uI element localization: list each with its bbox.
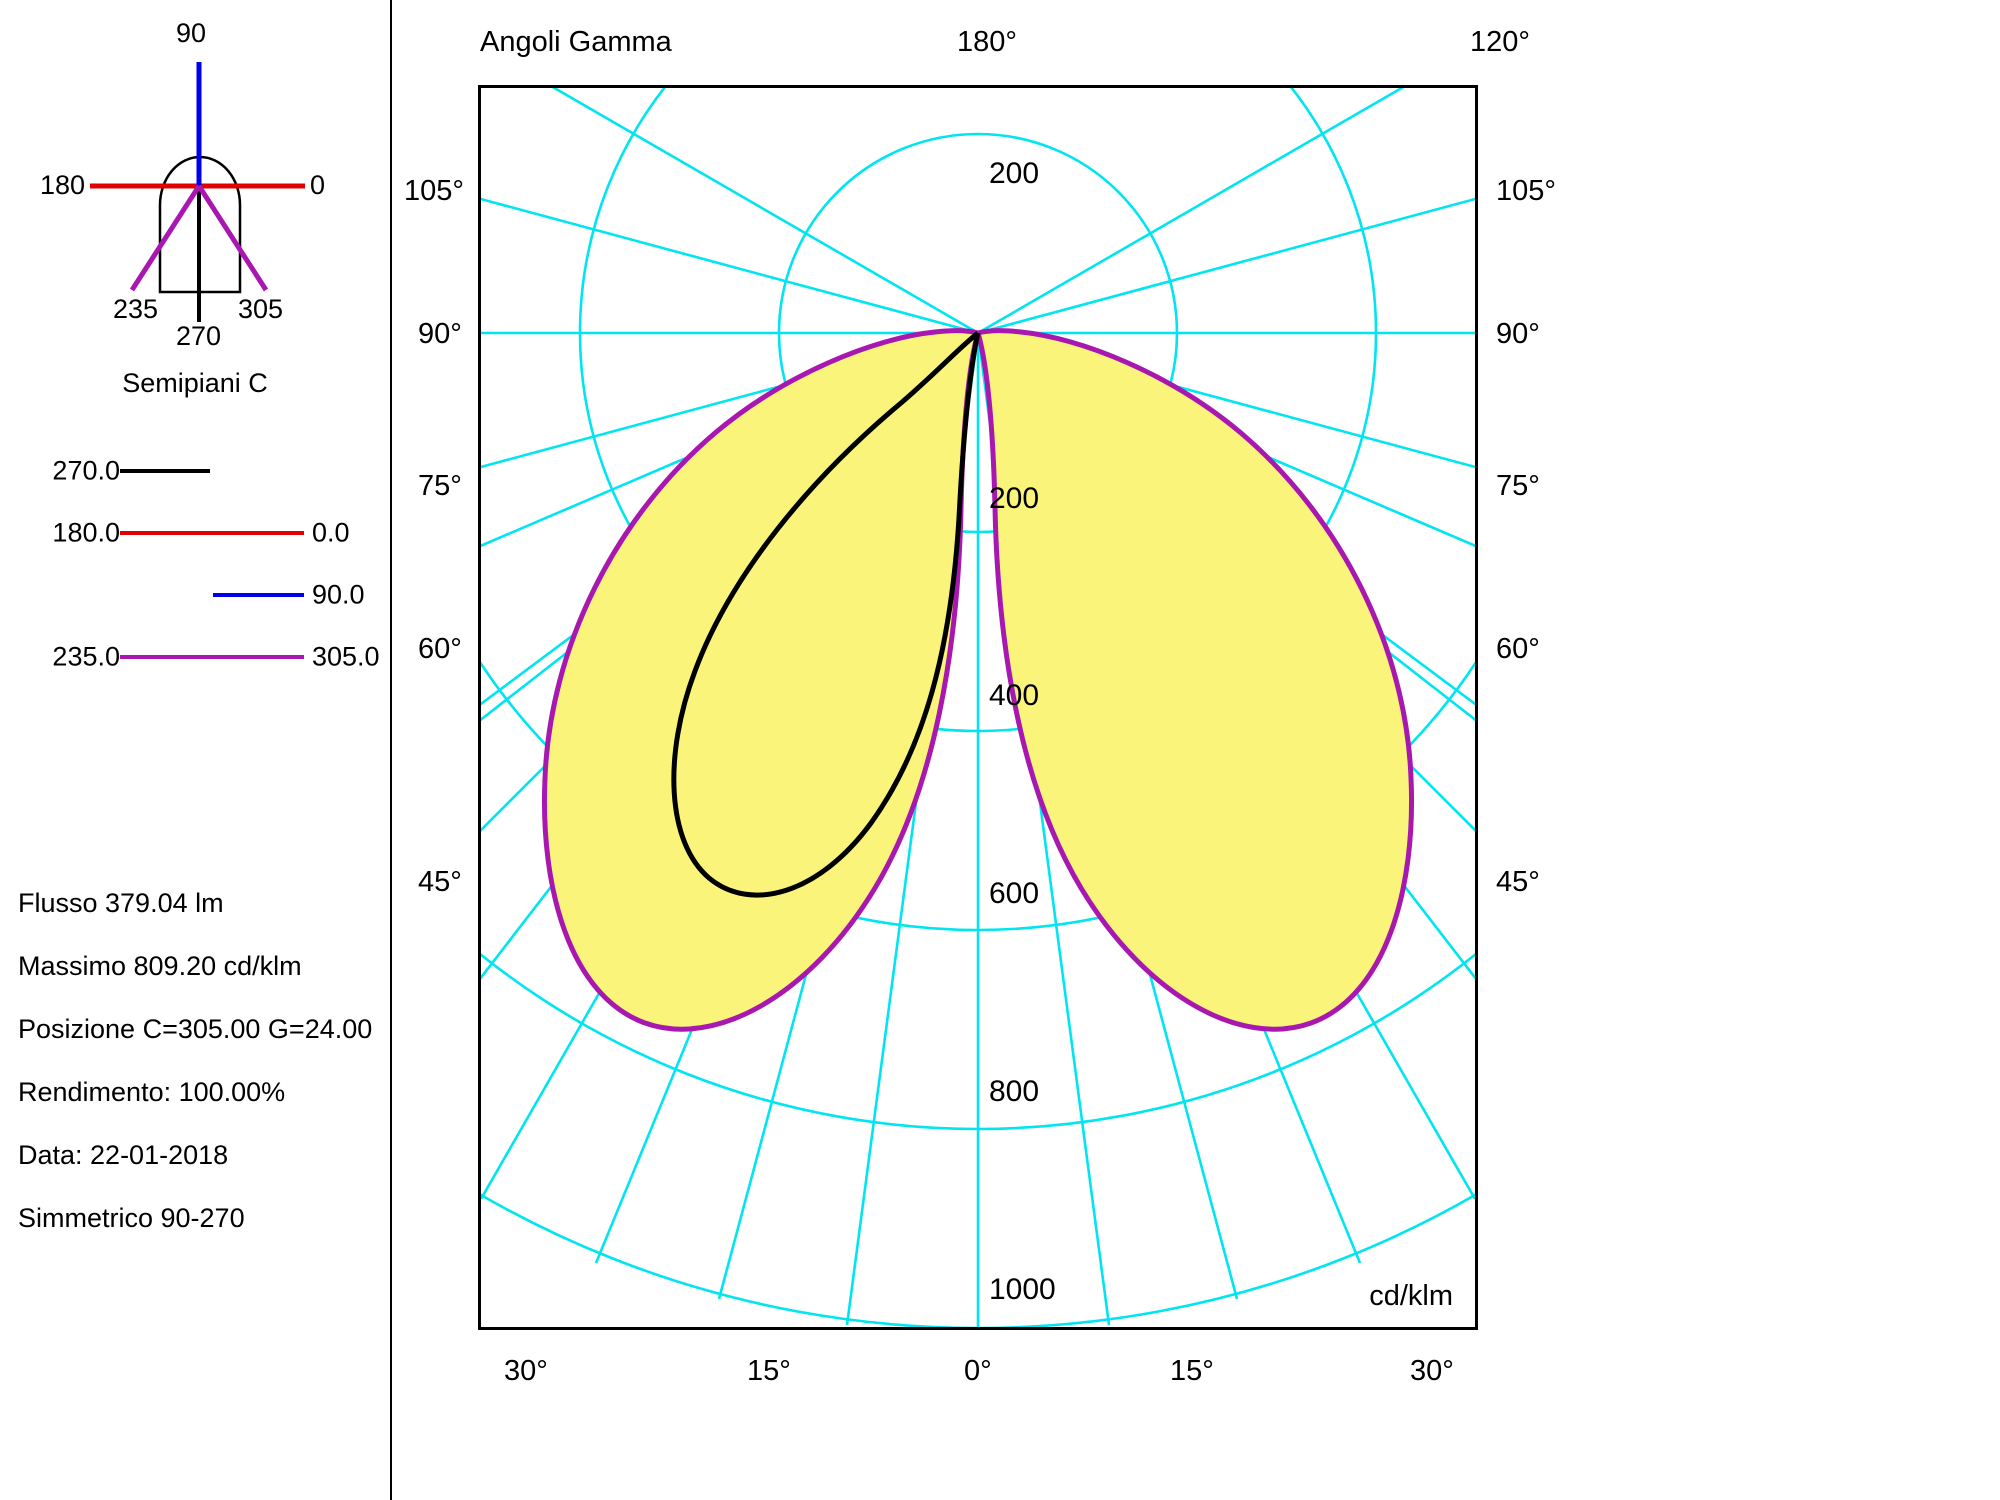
c-plane-legend: 270.0 180.0 0.0 90.0 235.0 305.0 xyxy=(0,440,390,688)
fixture-label-235: 235 xyxy=(113,294,159,324)
legend-swatch-270 xyxy=(120,469,210,473)
radial-label-600: 600 xyxy=(989,877,1039,910)
axis-label-left-105: 105° xyxy=(404,175,464,207)
radial-label-1000: 1000 xyxy=(989,1273,1056,1306)
curve-c90-270 xyxy=(671,331,981,898)
info-massimo: Massimo 809.20 cd/klm xyxy=(18,951,302,981)
axis-label-bottom-0: 0° xyxy=(964,1355,992,1387)
info-flusso: Flusso 379.04 lm xyxy=(18,888,224,918)
fixture-label-305: 305 xyxy=(238,294,284,324)
axis-label-left-60: 60° xyxy=(418,633,462,665)
fixture-label-0: 0 xyxy=(310,170,326,200)
c-plane-305-line xyxy=(196,184,269,292)
luminaire-symbol-diagram xyxy=(90,62,305,322)
legend-row: 90.0 xyxy=(0,564,390,626)
distribution-fill-left xyxy=(544,330,978,1030)
curve-c235-305-mirror xyxy=(541,328,981,1032)
axis-label-right-60: 60° xyxy=(1496,633,1540,665)
fixture-label-180: 180 xyxy=(40,170,86,200)
axis-label-left-90: 90° xyxy=(418,318,462,350)
legend-right-label: 90.0 xyxy=(312,579,365,610)
radial-label-200-upper: 200 xyxy=(989,157,1039,190)
info-posizione: Posizione C=305.00 G=24.00 xyxy=(18,1014,373,1044)
axis-label-bottom-15l: 15° xyxy=(747,1355,791,1387)
radial-label-800: 800 xyxy=(989,1075,1039,1108)
axis-label-right-90: 90° xyxy=(1496,318,1540,350)
top-angle-120: 120° xyxy=(1470,26,1530,58)
info-rendimento: Rendimento: 100.00% xyxy=(18,1077,286,1107)
radial-tick-labels: 200 200 400 600 800 1000 xyxy=(989,157,1056,1306)
legend-swatch-235-305 xyxy=(120,655,304,659)
radial-label-200: 200 xyxy=(989,482,1039,515)
polar-distribution-plot: 200 200 400 600 800 1000 xyxy=(481,88,1475,1327)
photometric-info-block: Flusso 379.04 lm Massimo 809.20 cd/klm P… xyxy=(18,890,390,1268)
axis-label-bottom-30r: 30° xyxy=(1410,1355,1454,1387)
legend-swatch-90 xyxy=(213,593,304,597)
axis-label-right-45: 45° xyxy=(1496,866,1540,898)
distribution-fill xyxy=(978,330,1412,1030)
polar-chart-panel: Angoli Gamma 180° 120° 105° 90° 75° 60° … xyxy=(392,0,2000,1500)
top-angle-180: 180° xyxy=(957,26,1017,58)
left-info-panel: 90 180 0 235 305 270 Semipiani C 270.0 1… xyxy=(0,0,390,1500)
chart-title: Angoli Gamma xyxy=(480,26,672,58)
polar-plot-frame: 200 200 400 600 800 1000 cd/klm xyxy=(478,85,1478,1330)
fixture-label-90: 90 xyxy=(176,18,207,48)
legend-row: 180.0 0.0 xyxy=(0,502,390,564)
legend-left-label: 270.0 xyxy=(52,455,120,486)
semipiani-c-caption: Semipiani C xyxy=(122,368,268,398)
radial-label-400: 400 xyxy=(989,679,1039,712)
axis-label-right-105: 105° xyxy=(1496,175,1556,207)
fixture-label-270: 270 xyxy=(176,321,222,351)
panel-divider xyxy=(390,0,392,1500)
curve-c235-305 xyxy=(975,328,1415,1032)
legend-right-label: 305.0 xyxy=(312,641,380,672)
axis-label-left-45: 45° xyxy=(418,866,462,898)
legend-left-label: 235.0 xyxy=(52,641,120,672)
axis-label-right-75: 75° xyxy=(1496,470,1540,502)
info-simmetria: Simmetrico 90-270 xyxy=(18,1203,245,1233)
unit-label-cdklm: cd/klm xyxy=(1369,1280,1453,1312)
c-plane-235-line xyxy=(129,184,202,292)
axis-label-left-75: 75° xyxy=(418,470,462,502)
legend-right-label: 0.0 xyxy=(312,517,350,548)
legend-row: 270.0 xyxy=(0,440,390,502)
info-data: Data: 22-01-2018 xyxy=(18,1140,229,1170)
legend-swatch-180-0 xyxy=(120,531,304,535)
legend-row: 235.0 305.0 xyxy=(0,626,390,688)
axis-label-bottom-15r: 15° xyxy=(1170,1355,1214,1387)
axis-label-bottom-30l: 30° xyxy=(504,1355,548,1387)
legend-left-label: 180.0 xyxy=(52,517,120,548)
